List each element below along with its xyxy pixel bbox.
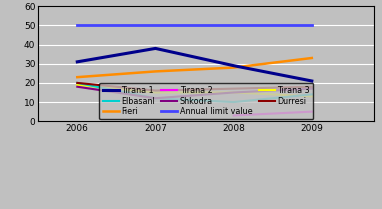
Legend: Tirana 1, Elbasanl, Fieri, Tirana 2, Shkodra, Annual limit value, Tirana 3, Durr: Tirana 1, Elbasanl, Fieri, Tirana 2, Shk…: [99, 83, 313, 120]
